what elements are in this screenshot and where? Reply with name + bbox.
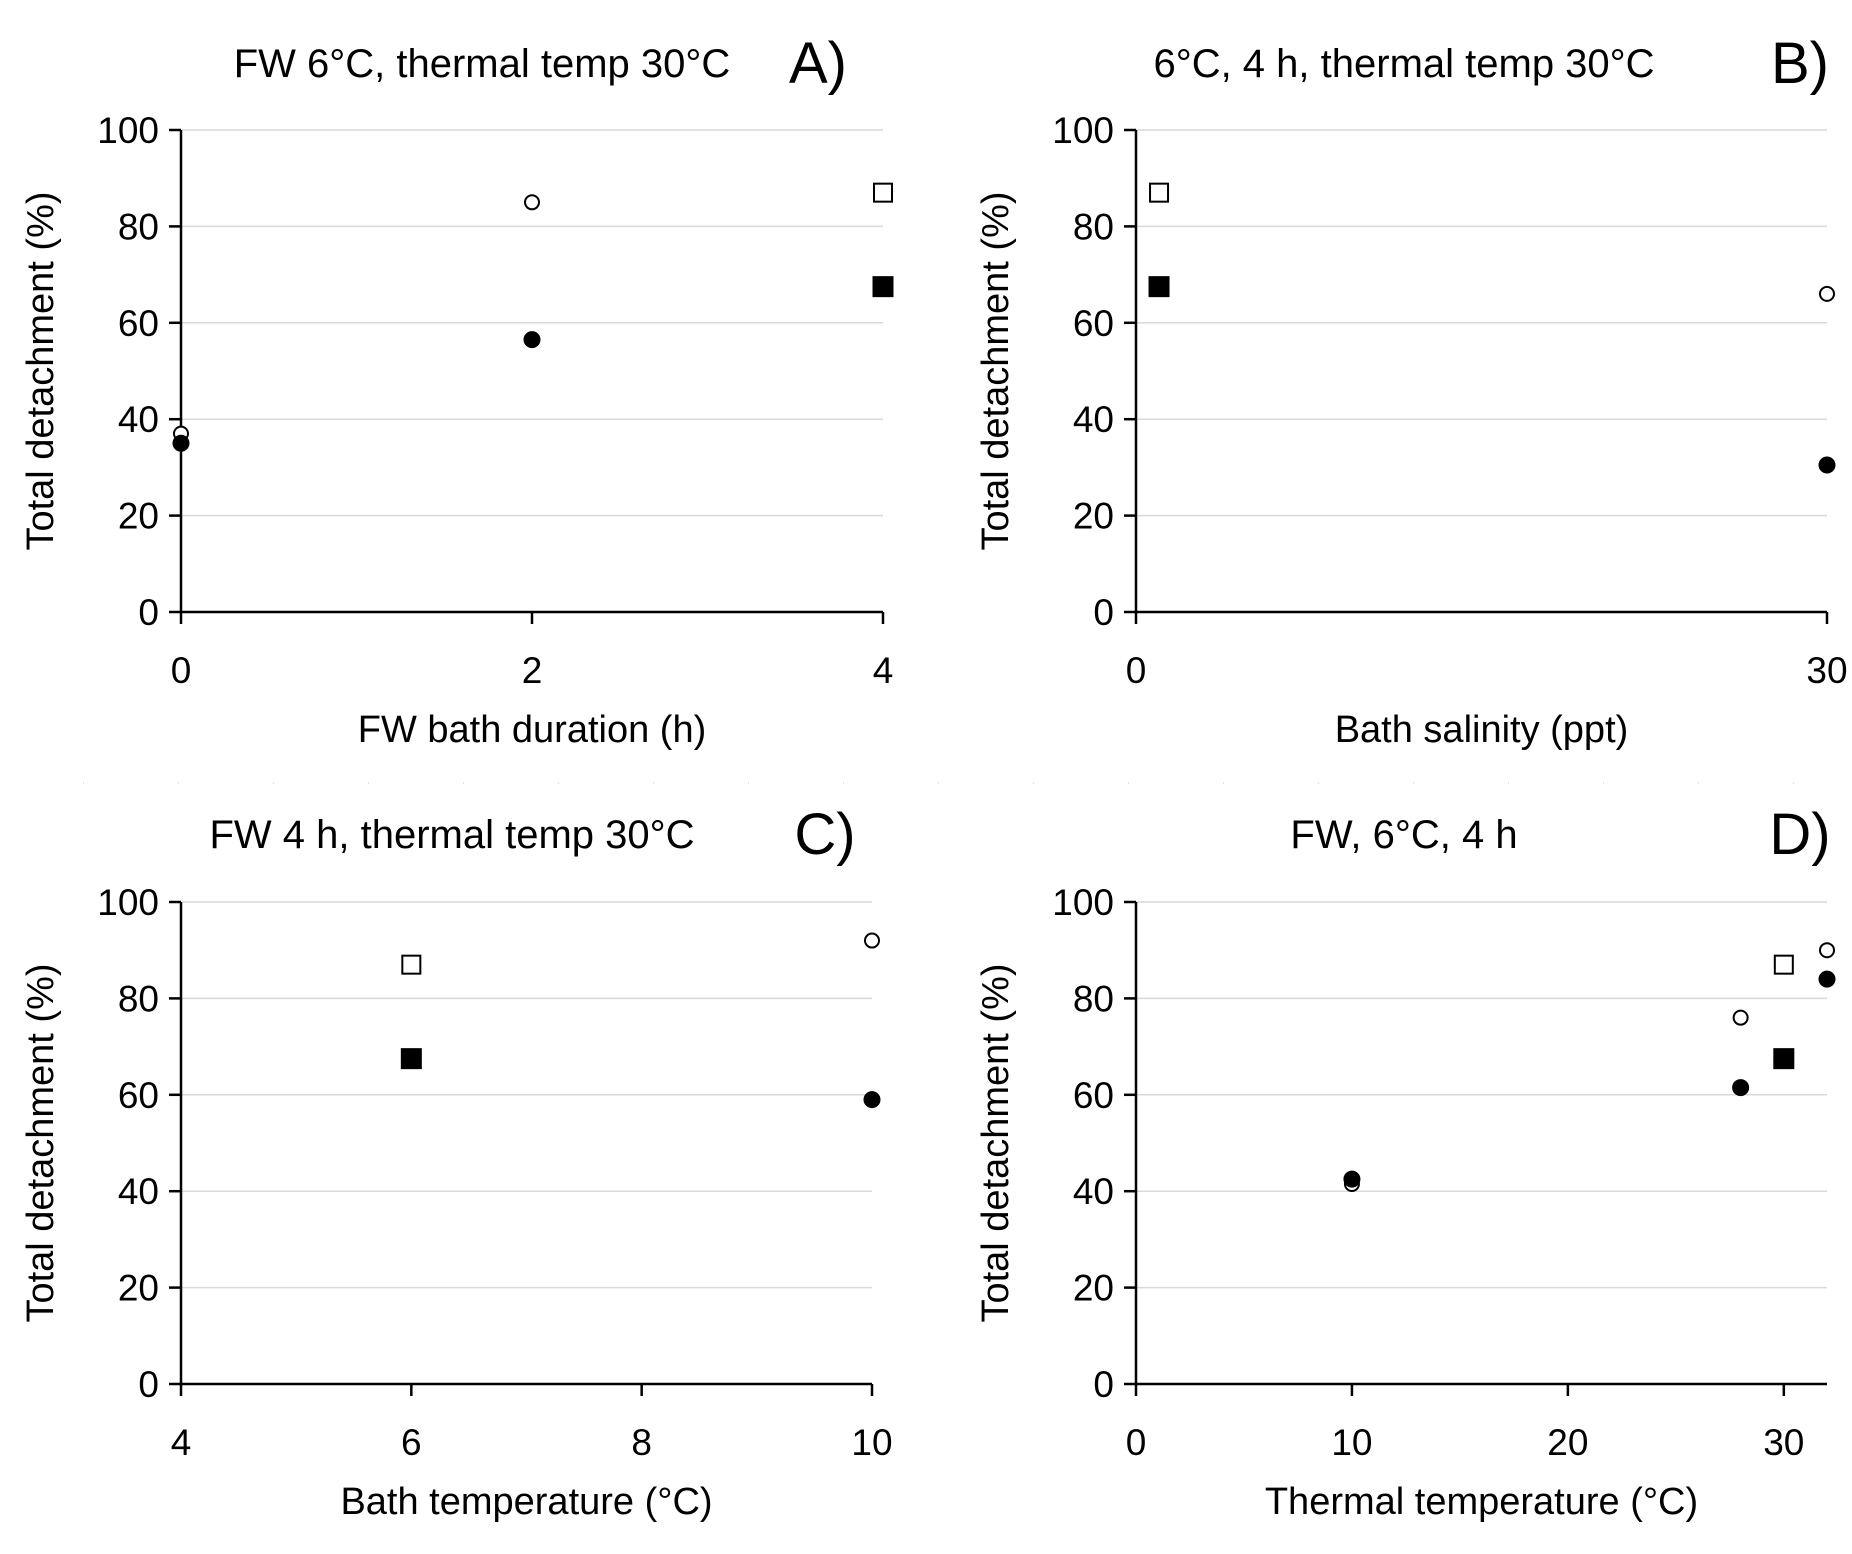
chart-title: FW 6°C, thermal temp 30°C [234,42,731,86]
panel-label: B) [1771,31,1829,96]
chart-panel-b: 0 20 40 60 80 100 0 30 6°C, 4 h, thermal temp 30… [975,31,1848,751]
data-point-open-circle [1819,942,1835,959]
data-point-filled-square [1773,1048,1795,1070]
x-tick-label: 2 [522,650,543,691]
data-point-open-square [1773,954,1794,975]
x-axis-title: Thermal temperature (°C) [1265,1481,1698,1523]
y-tick-label: 40 [118,1171,159,1212]
y-tick-label: 80 [1073,206,1114,247]
x-tick-label: 6 [401,1422,422,1463]
data-point-open-circle [1732,1009,1749,1026]
y-tick-label: 0 [1093,1364,1114,1405]
data-point-filled-circle [172,434,190,452]
x-tick-label: 0 [1126,650,1147,691]
x-axis-title: FW bath duration (h) [358,709,706,751]
data-point-filled-circle [863,1091,881,1109]
x-tick-label: 10 [1331,1422,1372,1463]
y-tick-label: 80 [1073,978,1114,1019]
x-tick-label: 0 [171,650,192,691]
chart-title: FW, 6°C, 4 h [1290,813,1517,857]
data-point-filled-square [400,1048,422,1070]
y-tick-label: 0 [1093,592,1114,633]
y-tick-label: 40 [118,399,159,440]
y-tick-label: 100 [97,882,159,923]
data-point-filled-circle [523,331,541,349]
data-point-open-circle [864,932,880,949]
chart-title: FW 4 h, thermal temp 30°C [209,813,694,857]
y-axis-title: Total detachment (%) [20,191,62,550]
data-point-open-circle [524,194,540,211]
data-point-open-square [401,954,422,975]
chart-panel-d: 0 20 40 60 80 100 0 10 20 30 FW, 6°C, 4 h D) Thermal… [975,802,1836,1523]
data-point-filled-square [872,276,894,298]
y-tick-label: 0 [138,592,159,633]
data-point-filled-circle [1818,456,1836,474]
y-tick-label: 20 [118,1268,159,1309]
y-tick-label: 100 [1052,882,1114,923]
y-tick-label: 0 [138,1364,159,1405]
x-tick-label: 8 [631,1422,652,1463]
x-tick-label: 30 [1763,1422,1804,1463]
x-axis-title: Bath salinity (ppt) [1335,709,1629,751]
y-axis-title: Total detachment (%) [975,191,1017,550]
chart-title: 6°C, 4 h, thermal temp 30°C [1153,42,1654,86]
data-point-filled-circle [1732,1079,1750,1097]
y-tick-label: 40 [1073,399,1114,440]
x-tick-label: 4 [873,650,894,691]
y-tick-label: 20 [1073,1268,1114,1309]
x-axis-title: Bath temperature (°C) [340,1481,712,1523]
y-tick-label: 60 [1073,1075,1114,1116]
y-tick-label: 60 [118,303,159,344]
panel-label: D) [1769,802,1830,867]
y-tick-label: 80 [118,978,159,1019]
y-tick-label: 100 [97,110,159,151]
x-tick-label: 10 [851,1422,892,1463]
x-tick-label: 4 [171,1422,192,1463]
data-point-filled-circle [1343,1170,1361,1188]
y-axis-title: Total detachment (%) [975,963,1017,1322]
y-tick-label: 40 [1073,1171,1114,1212]
x-tick-label: 30 [1806,650,1847,691]
chart-panel-c: 0 20 40 60 80 100 4 6 8 10 FW 4 h, thermal temp 30… [20,802,893,1523]
panel-label: C) [794,802,855,867]
data-point-open-square [1149,182,1170,203]
x-tick-label: 0 [1126,1422,1147,1463]
y-tick-label: 100 [1052,110,1114,151]
data-point-filled-square [1148,276,1170,298]
y-axis-title: Total detachment (%) [20,963,62,1322]
y-tick-label: 20 [118,496,159,537]
y-tick-label: 80 [118,206,159,247]
x-tick-label: 20 [1547,1422,1588,1463]
data-point-open-square [873,182,893,203]
y-tick-label: 60 [1073,303,1114,344]
y-tick-label: 60 [118,1075,159,1116]
y-tick-label: 20 [1073,496,1114,537]
panel-label: A) [789,31,847,96]
chart-panel-a: 0 20 40 60 80 100 0 2 4 FW 6°C, thermal temp 30°C… [20,31,894,751]
data-point-filled-circle [1818,970,1836,988]
data-point-open-circle [1819,285,1835,302]
